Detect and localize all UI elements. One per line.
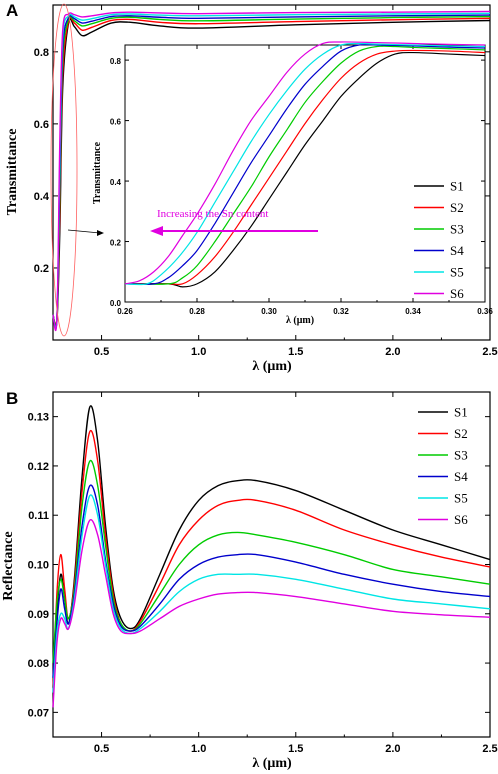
inset-axes: 0.26 0.28 0.30 0.32 0.34 0.36 0.0 0.2 0.4 0.6 0.8 (110, 45, 493, 316)
a-x-tick-label: 1.0 (191, 346, 206, 358)
b-x-tick-label: 1.5 (288, 743, 303, 755)
inset-series-s4 (124, 43, 486, 285)
b-legend-label-s3: S3 (454, 448, 468, 463)
b-x-tick-label: 1.0 (191, 743, 206, 755)
b-legend-label-s6: S6 (454, 512, 468, 527)
inset-x-tick-label: 0.36 (477, 307, 493, 316)
a-y-tick-label: 0.8 (34, 47, 49, 59)
a-y-tick-label: 0.2 (34, 263, 49, 275)
b-y-tick-label: 0.10 (28, 560, 49, 572)
a-y-tick-label: 0.4 (34, 191, 50, 203)
a-x-tick-label: 1.5 (288, 346, 303, 358)
b-series-s3 (52, 459, 491, 664)
inset-xlabel: λ (μm) (286, 315, 314, 326)
panel-b-label: B (6, 389, 18, 408)
zoom-arrowhead (97, 230, 104, 236)
inset-x-tick-label: 0.26 (117, 307, 133, 316)
panel-b-plot-frame (52, 391, 491, 738)
inset-x-tick-label: 0.32 (333, 307, 349, 316)
inset-y-tick-label: 0.8 (110, 57, 122, 66)
inset-legend-label-s6: S6 (450, 286, 464, 301)
panel-a-plot-frame (52, 4, 491, 341)
b-y-tick-label: 0.08 (28, 658, 49, 670)
b-y-tick-label: 0.13 (28, 412, 49, 424)
inset-series-s1 (124, 51, 486, 288)
panel-b-xlabel: λ (μm) (252, 756, 292, 771)
inset-legend: S1 S2 S3 S4 S5 S6 (414, 179, 464, 301)
b-legend-label-s5: S5 (454, 491, 468, 506)
panel-a-xlabel: λ (μm) (252, 359, 292, 374)
inset-legend-label-s4: S4 (450, 243, 464, 258)
inset-y-tick-label: 0.6 (110, 118, 122, 127)
a-x-tick-label: 2.0 (385, 346, 400, 358)
a-x-tick-label: 2.5 (482, 346, 497, 358)
sn-content-annotation: Increasing the Sn content (157, 208, 269, 220)
a-series-s6 (52, 10, 491, 331)
uv-region-highlight (50, 3, 78, 337)
zoom-arrow (67, 229, 101, 234)
b-legend-label-s2: S2 (454, 426, 468, 441)
inset-series (124, 41, 486, 288)
inset-legend-label-s1: S1 (450, 179, 464, 194)
b-series-s6 (52, 518, 491, 708)
panel-b-series (52, 405, 491, 708)
inset-series-s6 (124, 41, 486, 285)
inset-series-s5 (124, 42, 486, 286)
panel-a-ylabel: Transmittance (5, 129, 20, 216)
inset-series-s3 (124, 45, 486, 285)
panel-b-legend: S1 S2 S3 S4 S5 S6 (418, 405, 468, 527)
sn-content-arrowhead (150, 226, 163, 236)
b-y-tick-label: 0.11 (28, 510, 49, 522)
a-y-tick-label: 0.6 (34, 119, 49, 131)
b-series-s4 (52, 484, 491, 678)
inset-x-tick-label: 0.28 (189, 307, 205, 316)
b-y-tick-label: 0.09 (28, 609, 49, 621)
panel-b-ylabel: Reflectance (1, 531, 16, 600)
b-series-s1 (52, 405, 491, 688)
inset-y-tick-label: 0.0 (110, 299, 122, 308)
inset-y-tick-label: 0.2 (110, 239, 122, 248)
inset-y-tick-label: 0.4 (110, 178, 122, 187)
panel-a-label: A (6, 1, 18, 20)
inset-legend-label-s2: S2 (450, 200, 464, 215)
inset-x-tick-label: 0.30 (261, 307, 277, 316)
panel-a: A 0.5 1.0 1.5 2.0 2.5 0.2 0.4 0.6 0.8 Transmitta… (5, 1, 498, 374)
b-x-tick-label: 2.5 (482, 743, 497, 755)
b-y-tick-label: 0.07 (28, 707, 49, 719)
inset-ylabel: Transmittance (92, 141, 103, 204)
panel-a-series (52, 10, 491, 331)
inset-x-tick-label: 0.34 (405, 307, 421, 316)
b-x-tick-label: 2.0 (385, 743, 400, 755)
b-y-tick-label: 0.12 (28, 461, 49, 473)
a-x-tick-label: 0.5 (94, 346, 109, 358)
inset-plot-frame (124, 44, 486, 303)
inset-legend-label-s5: S5 (450, 265, 464, 280)
inset-chart: 0.26 0.28 0.30 0.32 0.34 0.360.00.20.40.60.8 … (92, 41, 493, 326)
inset-series-s2 (125, 49, 486, 286)
b-legend-label-s4: S4 (454, 469, 468, 484)
b-x-tick-label: 0.5 (94, 743, 109, 755)
panel-b-axes: 0.5 1.0 1.5 2.0 2.5 0.07 0.08 0.09 0.10 0.11 0.12 0… (28, 392, 498, 755)
panel-b: B 0.5 1.0 1.5 2.0 2.5 0.07 0.08 0.09 0.10 0.11 0.1… (1, 389, 498, 771)
panel-a-axes: 0.5 1.0 1.5 2.0 2.5 0.2 0.4 0.6 0.8 (34, 5, 498, 358)
b-series-s2 (52, 429, 491, 688)
b-legend-label-s1: S1 (454, 405, 468, 420)
inset-legend-label-s3: S3 (450, 222, 464, 237)
